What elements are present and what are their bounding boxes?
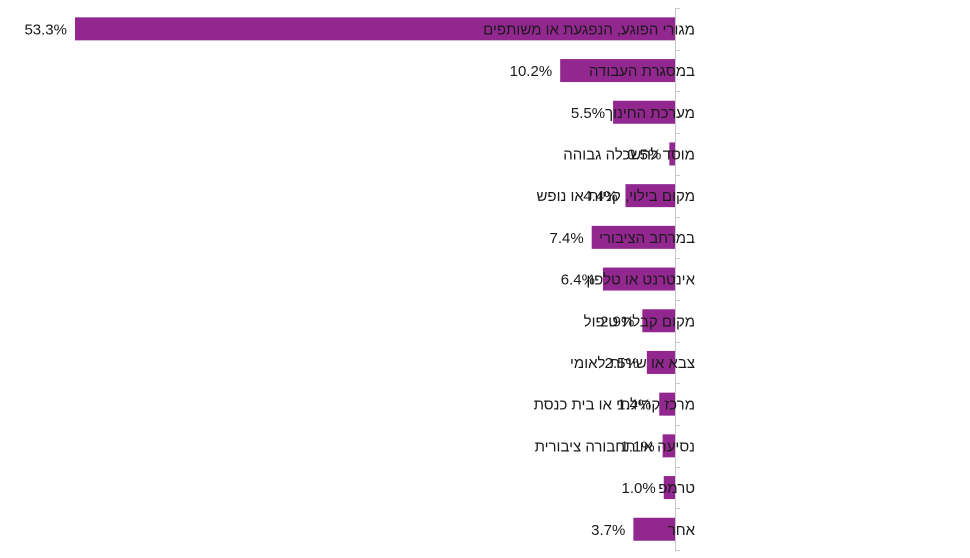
bar xyxy=(662,434,675,458)
category-label: מערכת החינוך xyxy=(605,105,695,122)
value-labels-layer: 53.3% 10.2% 5.5% 0.5% 4.4% 7.4% 6.4% 2.9% 2.5% 1.… xyxy=(24,21,661,538)
category-label: במרחב הציבורי xyxy=(599,230,695,247)
value-label: 4.4% xyxy=(583,188,617,205)
bar xyxy=(633,517,675,541)
value-label: 0.5% xyxy=(627,146,661,163)
category-label: מוסד להשכלה גבוהה xyxy=(563,146,695,163)
category-label: מגורי הפוגע, הנפגעת או משותפים xyxy=(483,21,695,38)
category-label: מרכז קהילתי או בית כנסת xyxy=(534,397,695,414)
category-label: במסגרת העבודה xyxy=(589,63,695,80)
category-label: מקום בילוי, קניות או נופש xyxy=(536,188,695,205)
value-label: 10.2% xyxy=(510,63,553,80)
bar xyxy=(646,350,675,374)
bar xyxy=(642,309,675,333)
axis-layer xyxy=(675,8,680,551)
bar xyxy=(663,476,675,500)
bars-layer xyxy=(75,17,675,541)
bar xyxy=(602,267,675,291)
category-label: צבא או שירות לאומי xyxy=(570,355,695,372)
value-label: 1.4% xyxy=(617,397,651,414)
bar xyxy=(669,142,675,166)
bar xyxy=(560,59,675,83)
category-label: אחר xyxy=(668,522,696,539)
value-label: 1.1% xyxy=(620,438,654,455)
value-label: 1.0% xyxy=(622,480,656,497)
bar xyxy=(659,392,675,416)
value-label: 5.5% xyxy=(571,105,605,122)
category-label: מקום קבלת טיפול xyxy=(584,313,695,330)
bar xyxy=(613,100,675,124)
value-label: 7.4% xyxy=(549,230,583,247)
value-label: 2.9% xyxy=(600,313,634,330)
value-label: 53.3% xyxy=(24,21,67,38)
category-label: אינטרנט או טלפון xyxy=(586,272,695,289)
category-label: טרמפ xyxy=(658,480,695,497)
bar xyxy=(625,184,675,208)
bar xyxy=(591,225,675,249)
value-label: 3.7% xyxy=(591,522,625,539)
bar xyxy=(75,17,675,41)
category-labels-layer: מגורי הפוגע, הנפגעת או משותפים במסגרת העב… xyxy=(483,21,695,538)
value-label: 6.4% xyxy=(561,272,595,289)
category-label: נסיעה או תחבורה ציבורית xyxy=(535,438,695,455)
value-label: 2.5% xyxy=(605,355,639,372)
